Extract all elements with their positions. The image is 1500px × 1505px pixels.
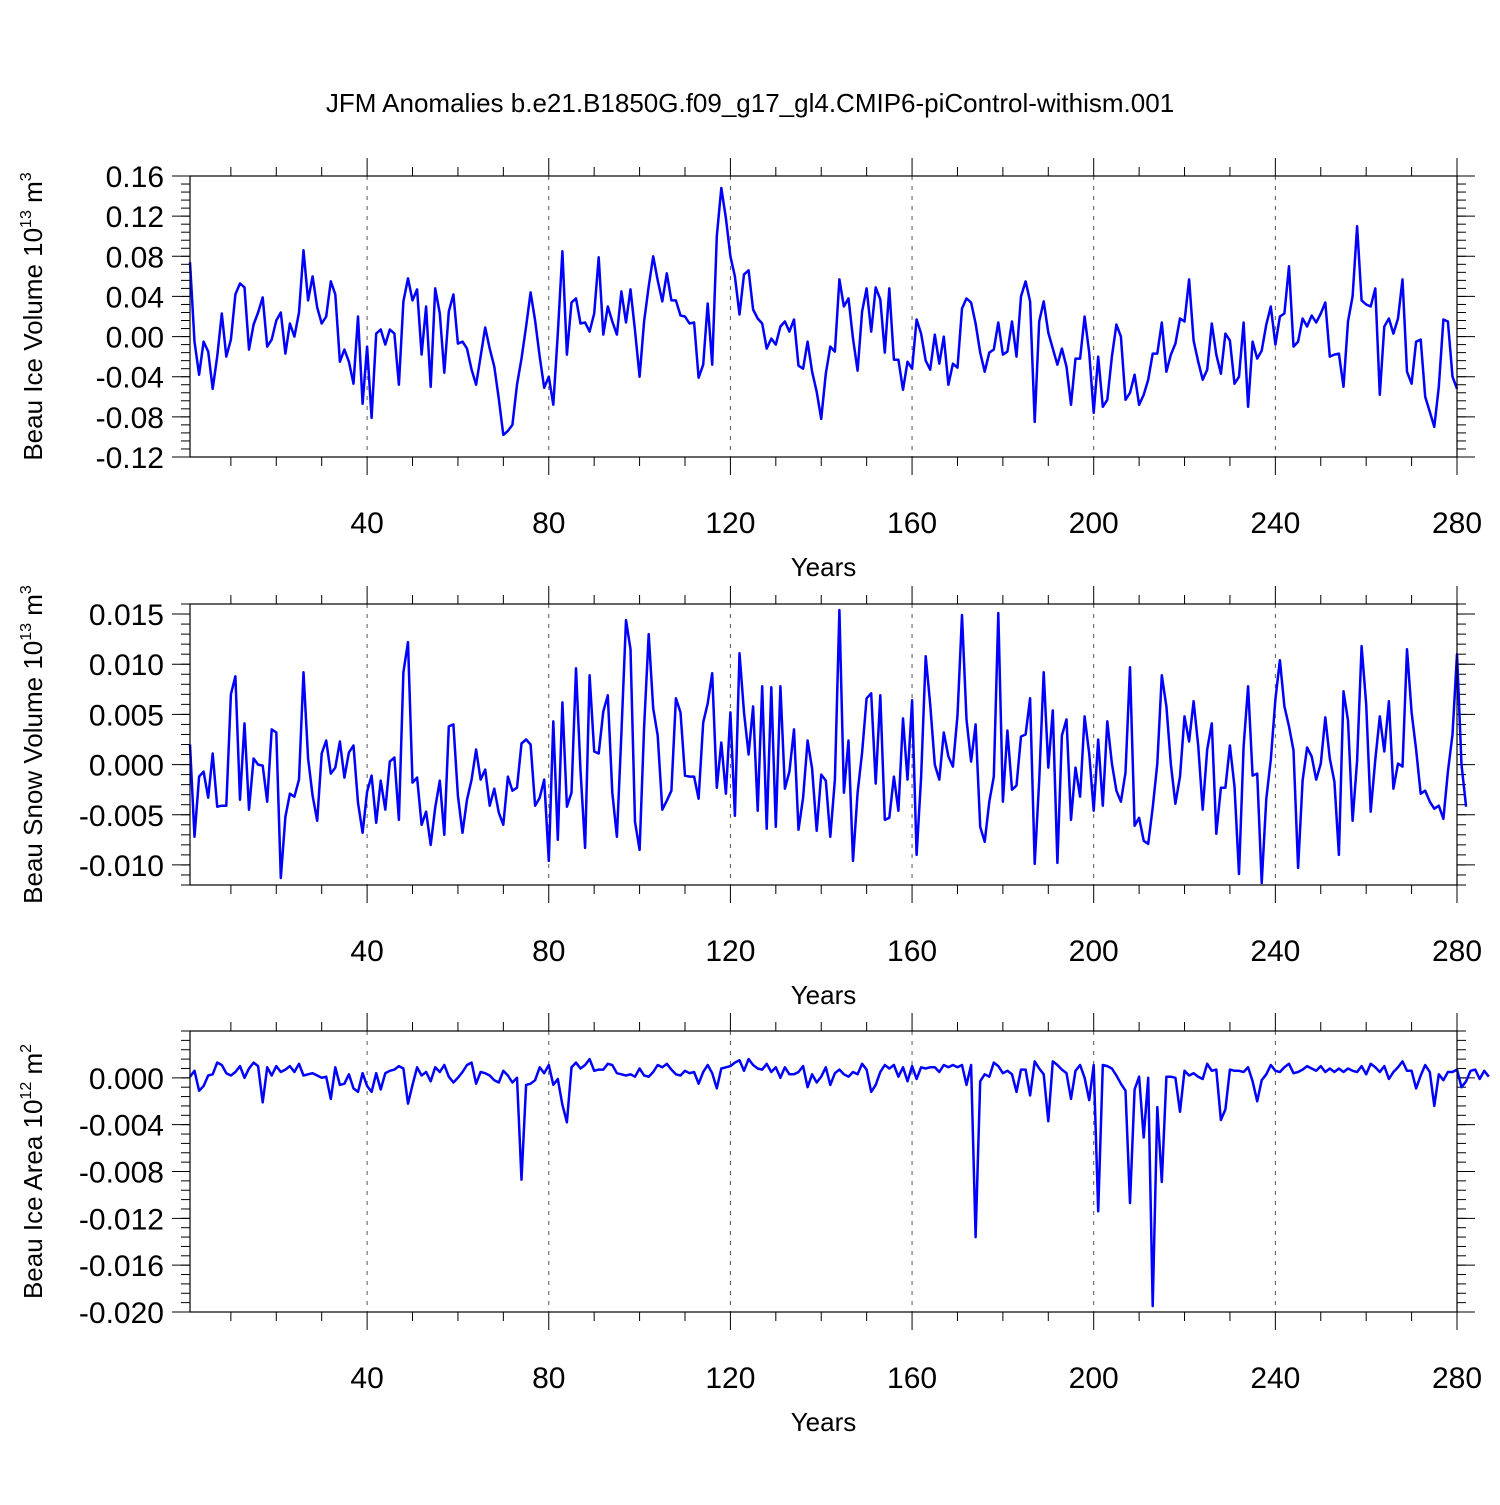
y-axis-title-unit: m — [18, 181, 48, 210]
y-tick-label: -0.012 — [79, 1203, 164, 1236]
x-tick-label: 80 — [532, 1362, 565, 1395]
y-tick-label: 0.005 — [89, 699, 164, 732]
y-tick-label: -0.016 — [79, 1250, 164, 1283]
x-tick-label: 200 — [1069, 1362, 1119, 1395]
y-axis-title-unit-exponent: 3 — [18, 172, 35, 181]
x-tick-label: 120 — [705, 1362, 755, 1395]
y-axis-title-exponent: 13 — [18, 623, 35, 641]
x-tick-label: 240 — [1250, 935, 1300, 968]
y-tick-label: -0.004 — [79, 1110, 164, 1143]
y-tick-label: 0.16 — [106, 161, 164, 194]
series-line-beau-ice-area — [189, 1057, 1490, 1308]
y-tick-label: -0.008 — [79, 1157, 164, 1190]
x-tick-label: 280 — [1432, 935, 1482, 968]
y-axis-title-unit: m — [18, 1053, 48, 1082]
panel-beau-snow-volume: 40 80 120 160 200 240 280 -0.010 -0.005 0.000 0.00… — [18, 585, 1482, 1010]
panel-beau-ice-area: 40 80 120 160 200 240 280 -0.020 -0.016 -0.012 -0.… — [18, 1013, 1490, 1437]
y-axis-title-text: Beau Snow Volume 10 — [18, 641, 48, 904]
y-axis-title-exponent: 13 — [18, 210, 35, 228]
x-axis-title: Years — [791, 980, 857, 1010]
x-tick-label: 200 — [1069, 507, 1119, 540]
x-tick-label: 160 — [887, 935, 937, 968]
y-tick-label: 0.000 — [89, 1063, 164, 1096]
y-tick-label: -0.020 — [79, 1297, 164, 1330]
x-axis-title: Years — [791, 552, 857, 582]
series-line-beau-ice-volume — [188, 186, 1459, 437]
panel-beau-ice-volume: 40 80 120 160 200 240 280 -0.12 -0.08 -0.04 0.00 0.… — [18, 158, 1482, 582]
y-axis-title-exponent: 12 — [18, 1082, 35, 1100]
y-tick-label: -0.04 — [96, 362, 164, 395]
x-tick-label: 80 — [532, 507, 565, 540]
plot-frame — [189, 175, 1458, 458]
y-axis-title-text: Beau Ice Area 10 — [18, 1100, 48, 1299]
x-tick-label: 280 — [1432, 1362, 1482, 1395]
chart-title: JFM Anomalies b.e21.B1850G.f09_g17_gl4.C… — [326, 88, 1174, 118]
x-tick-label: 200 — [1069, 935, 1119, 968]
y-tick-label: 0.00 — [106, 322, 164, 355]
y-axis-title: Beau Snow Volume 1013 m3 — [18, 585, 48, 904]
x-axis-title: Years — [791, 1407, 857, 1437]
x-tick-label: 120 — [705, 935, 755, 968]
x-tick-label: 160 — [887, 1362, 937, 1395]
y-axis-title-text: Beau Ice Volume 10 — [18, 228, 48, 461]
x-tick-label: 240 — [1250, 1362, 1300, 1395]
y-tick-label: 0.04 — [106, 281, 164, 314]
y-axis-title-unit: m — [18, 594, 48, 623]
plot-frame — [189, 603, 1458, 886]
y-tick-label: -0.08 — [96, 402, 164, 435]
y-axis-title: Beau Ice Volume 1013 m3 — [18, 172, 48, 460]
x-tick-label: 160 — [887, 507, 937, 540]
x-tick-label: 120 — [705, 507, 755, 540]
x-tick-label: 40 — [350, 507, 383, 540]
y-tick-label: -0.010 — [79, 850, 164, 883]
y-tick-label: 0.010 — [89, 649, 164, 682]
y-tick-label: -0.12 — [96, 442, 164, 475]
x-tick-label: 40 — [350, 935, 383, 968]
x-tick-label: 80 — [532, 935, 565, 968]
x-tick-label: 240 — [1250, 507, 1300, 540]
y-tick-label: -0.005 — [79, 800, 164, 833]
x-tick-label: 40 — [350, 1362, 383, 1395]
y-axis-title-unit-exponent: 3 — [18, 585, 35, 594]
y-tick-label: 0.12 — [106, 201, 164, 234]
y-tick-label: 0.015 — [89, 599, 164, 632]
plot-frame — [189, 1030, 1458, 1313]
y-tick-label: 0.08 — [106, 241, 164, 274]
y-axis-title-unit-exponent: 2 — [18, 1044, 35, 1053]
y-tick-label: 0.000 — [89, 750, 164, 783]
x-tick-label: 280 — [1432, 507, 1482, 540]
series-line-beau-snow-volume — [188, 608, 1468, 885]
y-axis-title: Beau Ice Area 1012 m2 — [18, 1044, 48, 1299]
